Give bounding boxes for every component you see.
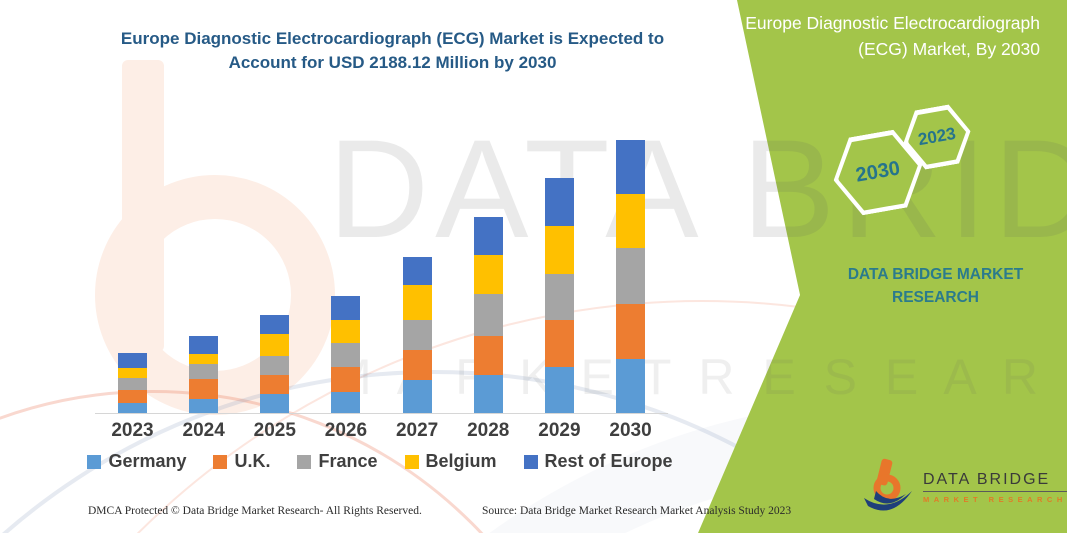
dbmr-logo-icon	[862, 458, 914, 517]
bar-segment	[544, 225, 574, 274]
bar-segment	[260, 393, 290, 413]
x-tick-label: 2024	[182, 420, 225, 441]
bar-segment	[189, 364, 219, 380]
bar-group	[260, 113, 290, 413]
bar-group	[402, 113, 432, 413]
legend-item: Belgium	[404, 451, 497, 472]
bar-segment	[616, 303, 646, 359]
bar-group	[473, 113, 503, 413]
legend-swatch	[523, 454, 538, 469]
bar-segment	[260, 314, 290, 335]
x-tick-label: 2026	[324, 420, 368, 441]
legend-swatch	[87, 454, 102, 469]
x-tick-label: 2029	[538, 420, 581, 441]
bar-group	[189, 113, 219, 413]
bar-segment	[189, 353, 219, 365]
bar-group	[616, 113, 646, 413]
bar-segment	[260, 355, 290, 375]
bar-segment	[260, 375, 290, 394]
legend-swatch	[297, 454, 312, 469]
bar-segment	[189, 399, 219, 413]
page-title: Europe Diagnostic Electrocardiograph (EC…	[120, 29, 665, 73]
footer-source: Source: Data Bridge Market Research Mark…	[482, 505, 792, 517]
legend-item: U.K.	[213, 451, 270, 472]
bar-segment	[402, 320, 432, 350]
bar-group	[544, 113, 574, 413]
bar-segment	[473, 254, 503, 295]
brand-text: DATA BRIDGE MARKET RESEARCH	[847, 266, 1024, 307]
plot-area	[95, 113, 668, 414]
bar-segment	[544, 177, 574, 226]
bar-segment	[402, 379, 432, 413]
side-panel-title: Europe Diagnostic Electrocardiograph (EC…	[745, 13, 1040, 59]
dbmr-logo-name: DATA BRIDGE	[923, 471, 1067, 492]
bar-segment	[118, 390, 147, 403]
legend-label: U.K.	[234, 451, 271, 471]
bar-segment	[118, 378, 147, 391]
legend: Germany U.K. France Belgium Rest of Europe	[80, 451, 680, 472]
x-tick-label: 2023	[111, 420, 154, 441]
bar-segment	[118, 353, 147, 368]
bar-segment	[544, 319, 574, 368]
bar-segment	[473, 217, 503, 255]
bar-segment	[544, 367, 574, 413]
dbmr-logo-subtitle: MARKET RESEARCH	[923, 495, 1067, 504]
bar-segment	[402, 349, 432, 380]
bar-group	[118, 113, 147, 413]
bar-segment	[402, 257, 432, 286]
bar-segment	[402, 285, 432, 321]
bar-segment	[331, 366, 361, 392]
bar-segment	[616, 359, 646, 413]
bar-segment	[260, 334, 290, 356]
bar-group	[331, 113, 361, 413]
x-tick-label: 2025	[253, 420, 296, 441]
bar-segment	[473, 336, 503, 375]
bar-segment	[118, 367, 147, 378]
legend-swatch	[404, 454, 419, 469]
bar-segment	[473, 374, 503, 413]
bar-segment	[189, 335, 219, 354]
bar-segment	[544, 273, 574, 320]
footer-dmca: DMCA Protected © Data Bridge Market Rese…	[88, 505, 422, 517]
legend-label: Belgium	[425, 451, 497, 471]
legend-item: Germany	[87, 451, 186, 472]
bar-segment	[189, 379, 219, 400]
bar-segment	[331, 320, 361, 343]
x-tick-label: 2028	[467, 420, 510, 441]
bar-segment	[616, 193, 646, 249]
x-tick-label: 2027	[395, 420, 439, 441]
legend-swatch	[213, 454, 228, 469]
dbmr-logo: DATA BRIDGE MARKET RESEARCH	[862, 458, 1067, 517]
legend-item: Rest of Europe	[523, 451, 673, 472]
legend-label: Rest of Europe	[544, 451, 673, 471]
legend-label: France	[318, 451, 378, 471]
bar-segment	[331, 296, 361, 321]
legend-label: Germany	[108, 451, 187, 471]
x-tick-label: 2030	[609, 420, 652, 441]
bar-segment	[331, 391, 361, 413]
bar-segment	[616, 248, 646, 304]
bar-segment	[118, 402, 147, 413]
legend-item: France	[297, 451, 378, 472]
bar-segment	[473, 294, 503, 337]
bar-segment	[616, 139, 646, 194]
x-ticks: 2023 2024 2025 2026 2027 2028 2029 2030	[95, 420, 668, 444]
bar-segment	[331, 342, 361, 367]
